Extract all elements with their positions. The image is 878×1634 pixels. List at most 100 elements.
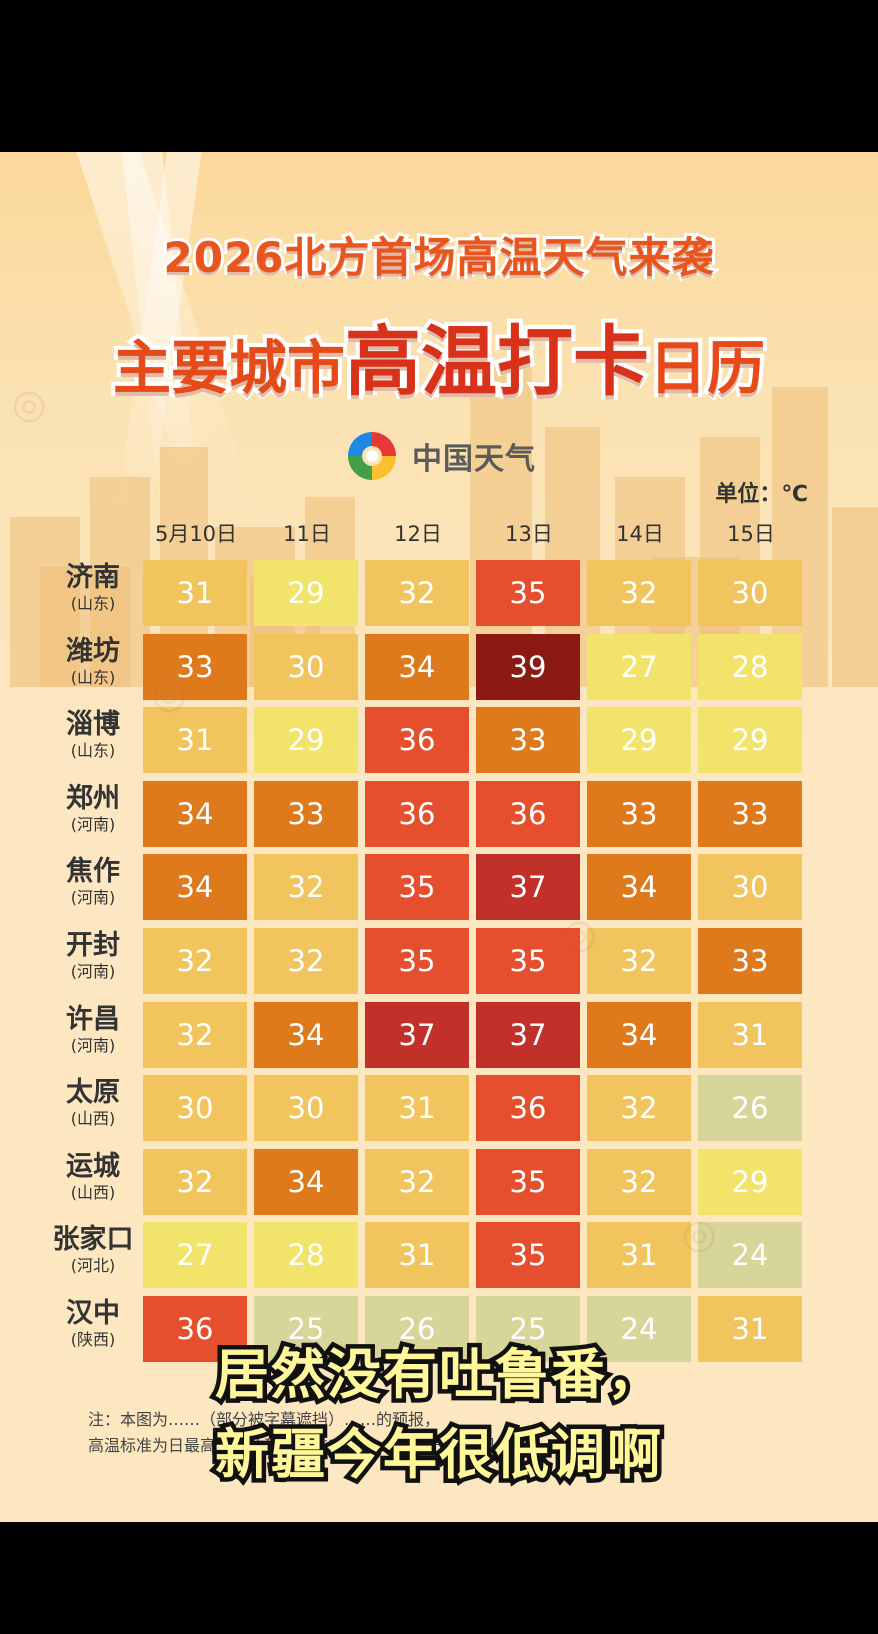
heatmap-cell: 35 [476,560,580,626]
row-label: 许昌 (河南) [48,1004,138,1056]
heatmap-cell: 34 [254,1001,358,1068]
heatmap-cell: 32 [254,854,358,921]
heatmap-cell: 28 [698,633,802,700]
city-name: 淄博 [66,709,120,741]
logo-text: 中国天气 [412,442,536,477]
city-name: 许昌 [66,1003,120,1035]
footnote: 注：本图为……（部分被字幕遮挡）……的预报， 高温标准为日最高气温达到或超过35… [88,1407,828,1459]
heatmap-cell: 31 [698,1296,802,1362]
heatmap-cell: 34 [143,854,247,921]
row-label: 焦作 (河南) [48,856,138,908]
heatmap-cell: 35 [365,928,469,994]
heatmap-cell: 34 [254,1148,358,1215]
heatmap-cell: 34 [587,854,691,921]
row-label: 潍坊 (山东) [48,636,138,688]
province-name: (陕西) [70,1330,116,1349]
title-line-2: 主要城市高温打卡日历 [0,300,878,410]
heatmap-cell: 30 [698,560,802,626]
heatmap-cell: 33 [254,780,358,847]
province-name: (河南) [70,814,116,834]
heatmap-cell: 35 [365,854,469,921]
province-name: (河北) [70,1256,116,1276]
heatmap-cell: 29 [698,707,802,774]
heatmap-cell: 32 [143,1001,247,1068]
heatmap-cell: 33 [476,707,580,774]
province-name: (河南) [70,888,116,908]
heatmap-cell: 31 [143,560,247,626]
heatmap-cell: 27 [143,1222,247,1289]
heatmap-cell: 32 [587,928,691,994]
heatmap-cell: 24 [587,1296,691,1362]
heatmap-cell: 35 [476,1222,580,1289]
city-name: 郑州 [66,782,120,814]
heatmap-cell: 32 [365,1148,469,1215]
heatmap-cell: 25 [254,1296,358,1362]
heatmap-cell: 36 [476,780,580,847]
heatmap-cell: 36 [143,1296,247,1362]
heatmap-cell: 36 [365,707,469,774]
heatmap-cell: 25 [476,1296,580,1362]
footnote-line-2: 高温标准为日最高气温达到或超过35℃。中国天气网制图。 [88,1436,511,1455]
heatmap-cell: 32 [254,928,358,994]
heatmap-cell: 37 [476,854,580,921]
province-name: (山东) [70,594,116,613]
heatmap-cell: 34 [143,780,247,847]
heatmap-cell: 31 [698,1001,802,1068]
poster: 2026北方首场高温天气来袭 主要城市高温打卡日历 中国天气 单位：℃ 5月10… [0,152,878,1522]
heatmap-cell: 32 [143,1148,247,1215]
title-part-c: 日历 [645,330,769,406]
heatmap-cell: 29 [698,1148,802,1215]
heatmap-cell: 33 [143,633,247,700]
heatmap-cell: 32 [587,560,691,626]
china-weather-logo: 中国天气 [342,424,536,488]
heatmap-cell: 29 [254,707,358,774]
column-header: 5月10日 [154,522,238,546]
heatmap-cell: 33 [698,780,802,847]
heatmap-cell: 30 [698,854,802,921]
heatmap-cell: 37 [476,1001,580,1068]
city-name: 太原 [66,1077,120,1109]
city-name: 运城 [66,1150,120,1182]
heatmap-cell: 32 [587,1148,691,1215]
province-name: (山西) [70,1109,116,1129]
heatmap-cell: 39 [476,633,580,700]
province-name: (山东) [70,667,116,687]
city-name: 汉中 [66,1298,120,1329]
title-part-b: 高温打卡 [341,313,653,410]
heatmap-cell: 33 [587,780,691,847]
row-label: 运城 (山西) [48,1151,138,1203]
heatmap-cell: 37 [365,1001,469,1068]
city-name: 济南 [66,562,120,593]
heatmap-cell: 35 [476,1148,580,1215]
city-name: 焦作 [66,856,120,888]
row-label: 太原 (山西) [48,1077,138,1129]
column-header: 15日 [727,522,775,546]
heatmap-cell: 34 [365,633,469,700]
heatmap-cell: 28 [254,1222,358,1289]
city-name: 潍坊 [66,635,120,667]
heatmap-cell: 31 [365,1222,469,1289]
heatmap-cell: 36 [476,1075,580,1142]
heatmap-cell: 35 [476,928,580,994]
heatmap-cell: 30 [254,633,358,700]
city-name: 开封 [66,930,120,961]
province-name: (山西) [70,1182,116,1202]
heatmap-cell: 30 [143,1075,247,1142]
heatmap-cell: 36 [365,780,469,847]
row-label: 郑州 (河南) [48,783,138,835]
heatmap-cell: 27 [587,633,691,700]
row-label: 济南 (山东) [48,562,138,614]
heatmap-cell: 24 [698,1222,802,1289]
heatmap-cell: 31 [587,1222,691,1289]
city-name: 张家口 [52,1224,134,1256]
heatmap-cell: 32 [365,560,469,626]
title-part-a: 主要城市 [109,330,349,406]
row-label: 淄博 (山东) [48,709,138,761]
title-line-1: 2026北方首场高温天气来袭 [161,230,717,285]
province-name: (山东) [70,741,116,761]
unit-label: 单位：℃ [715,482,808,507]
subtitle-caption-line-1: 居然没有吐鲁番， [211,1339,666,1411]
column-header: 13日 [505,522,553,546]
row-label: 开封 (河南) [48,930,138,982]
heatmap-cell: 33 [698,928,802,994]
